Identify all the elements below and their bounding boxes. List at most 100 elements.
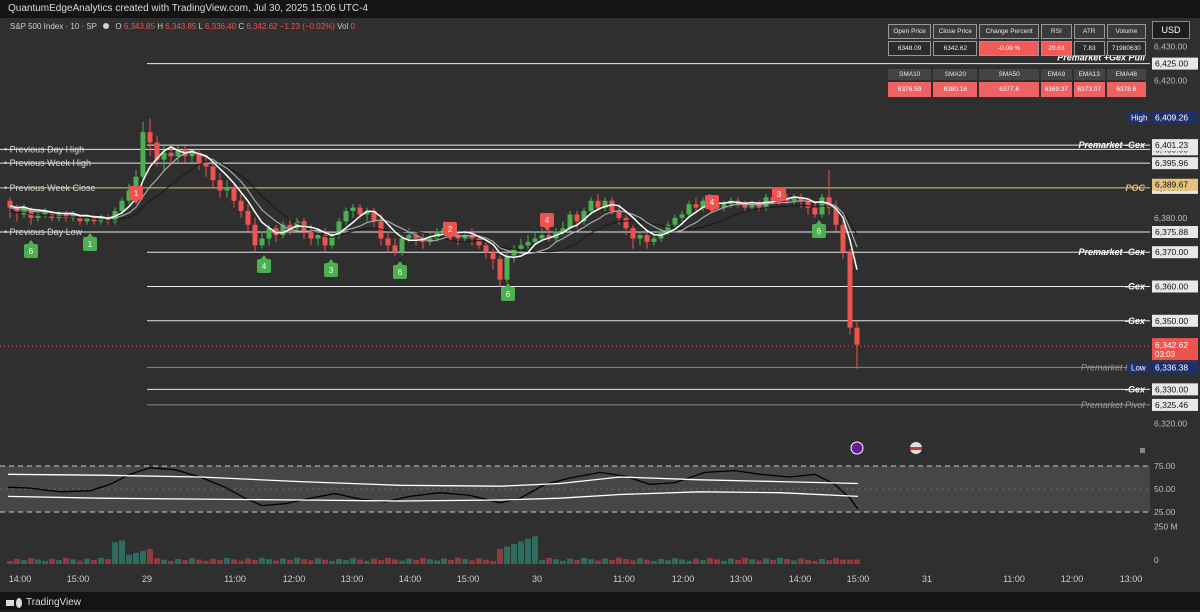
rsi-tick-label: 75.00: [1154, 461, 1176, 471]
signal-marker-sell: [772, 187, 786, 201]
volume-bar: [840, 559, 846, 564]
ma-value: 6373.07: [1073, 82, 1105, 97]
volume-bar: [308, 560, 314, 564]
volume-bar: [70, 559, 76, 564]
candle: [385, 238, 391, 246]
candle: [847, 252, 853, 328]
volume-bar: [812, 561, 818, 564]
candle: [196, 152, 202, 164]
candle: [7, 200, 13, 208]
rsi-tick-label: 50.00: [1154, 484, 1176, 494]
level-price-tag: [1152, 139, 1198, 152]
time-tick-label: 12:00: [672, 574, 695, 584]
volume-bar: [462, 559, 468, 564]
ma-header: SMA10: [888, 69, 932, 80]
high-price-tag-text: 6,409.26: [1155, 113, 1188, 123]
signal-marker-buy: [816, 220, 822, 224]
volume-bar: [259, 557, 265, 564]
candle: [700, 200, 706, 208]
price-tick-label: 6,320.00: [1154, 419, 1187, 429]
ma-header: EMA48: [1106, 69, 1146, 80]
currency-button[interactable]: USD: [1152, 21, 1190, 39]
last-price-tag: [1152, 338, 1198, 361]
top-bar: QuantumEdgeAnalytics created with Tradin…: [0, 0, 1200, 18]
signal-marker-sell: [540, 213, 554, 227]
bottom-bar: TradingView: [0, 592, 1200, 610]
volume-pane[interactable]: [0, 518, 1150, 568]
candle: [357, 207, 363, 215]
signal-marker-buy: [257, 259, 271, 273]
stat-value: 6348.09: [888, 41, 932, 56]
candle: [175, 149, 181, 157]
signal-marker-buy: [328, 259, 334, 263]
candle: [518, 245, 524, 249]
candle: [119, 200, 125, 212]
volume-bar: [392, 559, 398, 564]
candle: [70, 214, 76, 218]
ma-value: 6380.16: [933, 82, 978, 97]
volume-bar: [469, 560, 475, 564]
ma-value: 6378.6: [1106, 82, 1146, 97]
candle: [259, 238, 265, 246]
candle: [224, 187, 230, 191]
signal-marker-buy: [393, 265, 407, 279]
volume-bar: [679, 559, 685, 564]
last-price-text: 6,342.62: [1155, 340, 1188, 350]
tradingview-logo[interactable]: TradingView: [6, 594, 81, 612]
candle: [329, 235, 335, 246]
volume-bar: [420, 557, 426, 564]
candle: [532, 238, 538, 242]
level-right-label: -Gex: [1125, 384, 1146, 394]
stat-header: RSI: [1040, 24, 1072, 39]
signal-marker-buy: [28, 240, 34, 244]
symbol-legend: S&P 500 Index · 10 · SP O 6,343.85 H 6,3…: [10, 22, 355, 31]
candle: [490, 252, 496, 260]
candle: [504, 255, 510, 280]
price-tick-label: 6,420.00: [1154, 76, 1187, 86]
volume-bar: [644, 559, 650, 564]
volume-bar: [560, 560, 566, 564]
signal-marker-buy: [397, 261, 403, 265]
volume-bar: [553, 559, 559, 564]
chart-title: QuantumEdgeAnalytics created with Tradin…: [8, 3, 369, 14]
low-price-tag: [1152, 361, 1198, 374]
rsi-line: [7, 467, 859, 510]
volume-bar: [168, 561, 174, 564]
signal-marker-label: 3: [777, 190, 782, 199]
volume-bar: [77, 560, 83, 564]
candle: [574, 214, 580, 222]
volume-bar: [770, 559, 776, 564]
level-price-tag-text: 6,330.00: [1155, 384, 1188, 394]
volume-bar: [7, 561, 13, 564]
earnings-event-icon: [850, 441, 864, 455]
level-right-label: Premarket Pivot: [1081, 400, 1146, 410]
low-label: L: [198, 22, 203, 31]
volume-bar: [630, 560, 636, 564]
volume-bar: [126, 554, 132, 564]
candle: [630, 228, 636, 239]
level-right-label: -Gex: [1125, 316, 1146, 326]
candle: [840, 224, 846, 253]
signal-marker-label: 4: [545, 216, 550, 225]
volume-bar: [350, 558, 356, 564]
volume-bar: [448, 559, 454, 564]
volume-bar: [112, 542, 118, 564]
volume-bar: [651, 561, 657, 564]
volume-bar: [847, 559, 853, 564]
rsi-band: [0, 466, 1150, 512]
candle: [427, 238, 433, 242]
level-price-tag-text: 6,401.23: [1155, 140, 1188, 150]
volume-bar: [483, 559, 489, 564]
volume-bar: [539, 560, 545, 564]
time-tick-label: 30: [532, 574, 542, 584]
volume-bar: [707, 558, 713, 564]
time-tick-label: 14:00: [789, 574, 812, 584]
candle: [756, 204, 762, 208]
signal-marker-label: 3: [329, 266, 334, 275]
signal-marker-sell: [133, 200, 139, 204]
volume-bar: [133, 552, 139, 564]
candle: [371, 211, 377, 222]
rsi-pane[interactable]: [0, 458, 1150, 518]
signal-marker-label: 6: [29, 247, 34, 256]
volume-bar: [119, 540, 125, 564]
